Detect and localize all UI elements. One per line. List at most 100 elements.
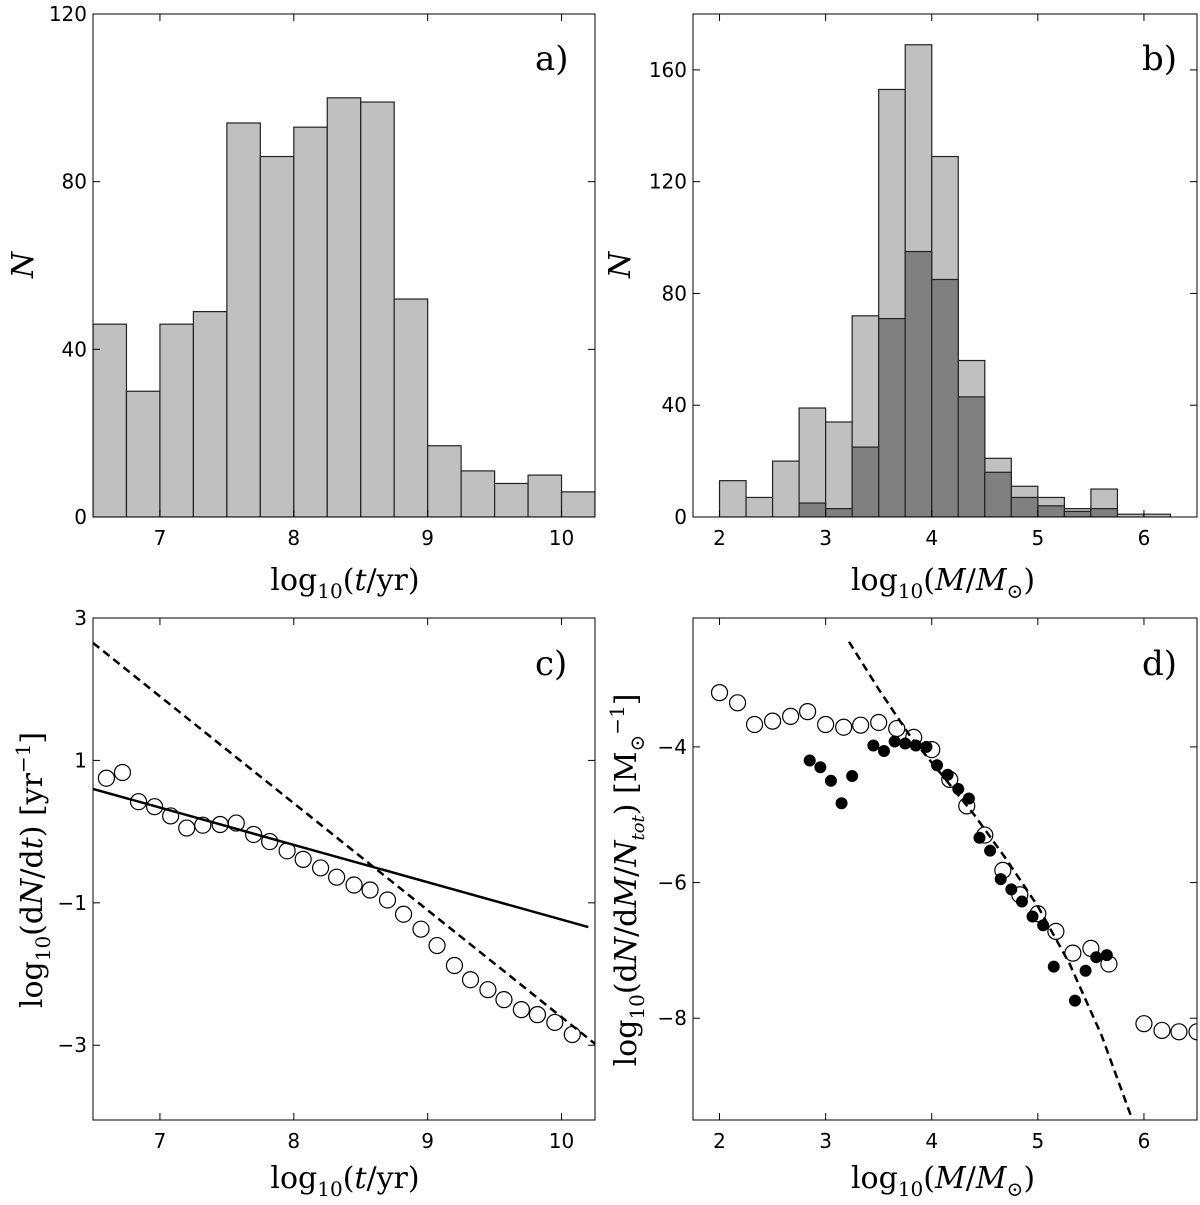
panel-d-filled-point-2	[824, 774, 837, 787]
panel-d-filled-point-14	[962, 792, 975, 805]
panel-c-ytick-label-0: −3	[58, 1033, 87, 1057]
panel-b-bar-s0-4	[825, 421, 853, 517]
panel-b-ytick-label-4: 160	[649, 58, 687, 82]
panel-c-open-point-23	[479, 981, 497, 999]
panel-d-open-point-10	[888, 719, 906, 738]
panel-c-ylabel: log10(dN/dt) [yr−1]	[11, 732, 55, 1008]
panel-c-open-point-22	[461, 971, 480, 989]
panel-b-bar-s1-8	[1010, 496, 1039, 517]
panel-c-open-point-20	[428, 936, 446, 955]
panel-c-open-point-28	[563, 1025, 581, 1044]
panel-b-ytick-label-1: 40	[662, 393, 687, 417]
panel-c-open-point-26	[528, 1006, 547, 1024]
panel-d-ytick-label-0: −8	[658, 1006, 687, 1030]
panel-c-label: c)	[535, 644, 567, 684]
panel-a-ylabel: N	[6, 250, 41, 279]
panel-d-open-point-5	[798, 703, 817, 721]
panel-d-filled-point-19	[1015, 895, 1028, 908]
panel-b-label: b)	[1142, 39, 1177, 79]
panel-d-open-point-1	[728, 694, 747, 712]
panel-b-xtick-label-0: 2	[713, 526, 726, 550]
panel-d-filled-point-6	[877, 744, 890, 757]
panel-c-open-point-21	[445, 956, 464, 975]
panel-b-ylabel: N	[603, 250, 638, 279]
panel-a-ytick-label-3: 120	[49, 2, 87, 26]
panel-d-label: d)	[1142, 644, 1177, 684]
panel-b-bar-s1-5	[931, 278, 959, 517]
panel-c-frame	[92, 617, 596, 1121]
panel-d-filled-point-25	[1090, 951, 1103, 964]
panel-d-xtick-label-0: 2	[713, 1129, 726, 1153]
panel-d-filled-point-18	[1005, 883, 1018, 896]
panel-c-ytick-label-1: −1	[58, 891, 87, 915]
panel-a-xtick-label-0: 7	[154, 526, 167, 550]
panel-b-frame	[692, 13, 1198, 518]
panel-d-filled-point-26	[1100, 949, 1113, 962]
panel-d-open-point-24	[1153, 1021, 1171, 1040]
panel-d-filled-point-11	[931, 759, 944, 772]
panel-a-bar-s0-8	[360, 101, 395, 517]
panel-a-bar-s0-4	[226, 122, 261, 517]
panel-b-bar-s1-3	[878, 317, 906, 517]
panel-c-open-point-24	[495, 991, 513, 1009]
panel-a-bar-s0-12	[494, 482, 529, 517]
panel-d-plot-area	[710, 641, 1197, 1118]
panel-d-xtick-label-1: 3	[819, 1129, 832, 1153]
panel-b-xtick-label-1: 3	[819, 526, 832, 550]
panel-c-open-point-1	[113, 763, 132, 782]
panel-d-filled-point-16	[984, 844, 997, 857]
panel-c-xlabel: log10(t/yr)	[270, 1161, 419, 1201]
panel-c-open-point-16	[361, 881, 379, 899]
panel-d-frame	[692, 617, 1198, 1121]
panel-b-bar-s0-1	[745, 496, 774, 517]
panel-c-open-point-17	[378, 891, 397, 909]
panel-d-filled-point-9	[909, 739, 922, 752]
panel-d-filled-point-17	[994, 873, 1007, 886]
panel-a-xtick-label-2: 9	[421, 526, 434, 550]
panel-d-open-point-23	[1135, 1015, 1153, 1033]
panel-c-open-point-6	[194, 816, 212, 834]
panel-c-open-point-19	[412, 920, 430, 938]
panel-a-bar-s0-1	[125, 390, 161, 517]
panel-d-xlabel: log10(M/M⊙)	[851, 1161, 1035, 1201]
panel-b-ytick-label-2: 80	[662, 281, 687, 305]
panel-d-ytick-label-2: −4	[658, 735, 687, 759]
panel-b-bar-s0-0	[718, 480, 747, 517]
panel-a-bar-s0-3	[192, 311, 228, 517]
panel-d-filled-point-0	[803, 754, 816, 767]
panel-c-open-point-10	[261, 832, 279, 851]
panel-c-open-point-13	[311, 859, 330, 877]
panel-c-ytick-label-2: 1	[74, 748, 87, 772]
panel-a-histogram-age: 7 8 9 10 0 40 80 120	[49, 2, 596, 550]
panel-b-bar-s1-11	[1090, 508, 1119, 517]
panel-d-open-point-3	[763, 712, 782, 730]
panel-b-bar-s1-1	[825, 508, 853, 517]
panel-a-bar-s0-9	[393, 298, 429, 517]
panel-b-bar-s1-10	[1063, 510, 1092, 517]
panel-a-bar-s0-2	[159, 323, 195, 517]
panel-b-ytick-label-0: 0	[674, 505, 687, 529]
panel-d-ylabel: log10(dN/dM/Ntot) [M⊙−1]	[605, 694, 649, 1067]
panel-d-filled-point-24	[1079, 964, 1092, 977]
panel-c-open-point-7	[211, 815, 229, 834]
panel-c-open-point-5	[178, 819, 196, 837]
panel-a-xlabel: log10(t/yr)	[270, 563, 419, 603]
panel-c-open-point-2	[129, 793, 148, 811]
panel-b-histogram-mass: 2 3 4 5 6 0 40 80 120 160	[649, 13, 1198, 550]
panel-d-filled-point-23	[1068, 994, 1081, 1007]
panel-a-xtick-label-1: 8	[287, 526, 300, 550]
panel-b-plot-area	[718, 44, 1172, 517]
panel-b-ytick-label-3: 120	[649, 170, 687, 194]
panel-d-open-point-9	[870, 713, 888, 732]
panel-c-open-point-14	[328, 868, 346, 886]
panel-d-open-point-7	[835, 718, 853, 736]
panel-d-filled-point-20	[1026, 910, 1039, 923]
panel-d-xtick-label-2: 4	[925, 1129, 938, 1153]
panel-c-open-point-15	[345, 876, 363, 894]
panel-a-bar-s0-5	[259, 155, 295, 517]
panel-c-open-point-3	[145, 798, 164, 816]
panel-b-bar-s1-7	[984, 471, 1012, 517]
panel-c-xtick-label-3: 10	[549, 1129, 574, 1153]
panel-d-filled-point-12	[941, 768, 954, 781]
panel-d-open-point-20	[1064, 944, 1082, 962]
